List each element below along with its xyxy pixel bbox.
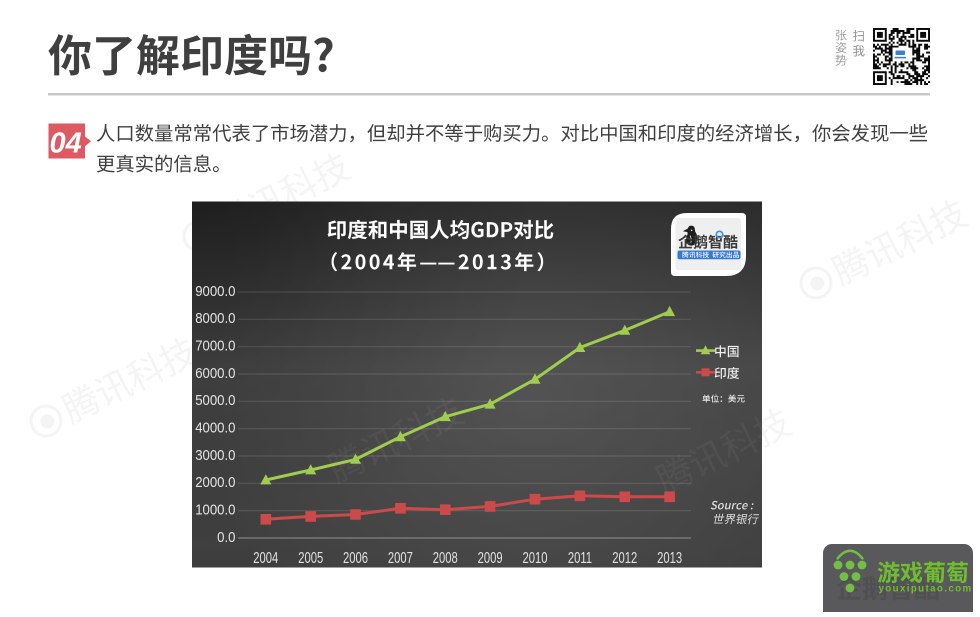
svg-text:2000.0: 2000.0	[195, 474, 235, 491]
svg-text:2007: 2007	[388, 549, 413, 566]
svg-text:youxiputao.com: youxiputao.com	[879, 583, 973, 594]
svg-text:5000.0: 5000.0	[195, 392, 235, 409]
svg-text:6000.0: 6000.0	[195, 365, 235, 382]
svg-text:04: 04	[50, 128, 82, 160]
svg-text:2010: 2010	[523, 549, 548, 566]
svg-text:3000.0: 3000.0	[195, 447, 235, 464]
svg-text:4000.0: 4000.0	[195, 420, 235, 437]
svg-text:2008: 2008	[433, 549, 458, 566]
svg-text:2004: 2004	[253, 549, 278, 566]
svg-text:0.0: 0.0	[217, 529, 235, 546]
svg-text:7000.0: 7000.0	[195, 338, 235, 355]
svg-text:2013: 2013	[657, 549, 682, 566]
svg-text:9000.0: 9000.0	[195, 283, 235, 300]
svg-text:2012: 2012	[612, 549, 637, 566]
svg-text:2011: 2011	[568, 549, 592, 566]
svg-text:2009: 2009	[478, 549, 503, 566]
svg-text:1000.0: 1000.0	[195, 502, 235, 519]
svg-text:2005: 2005	[298, 549, 323, 566]
svg-text:8000.0: 8000.0	[195, 310, 235, 327]
svg-text:2006: 2006	[343, 549, 368, 566]
